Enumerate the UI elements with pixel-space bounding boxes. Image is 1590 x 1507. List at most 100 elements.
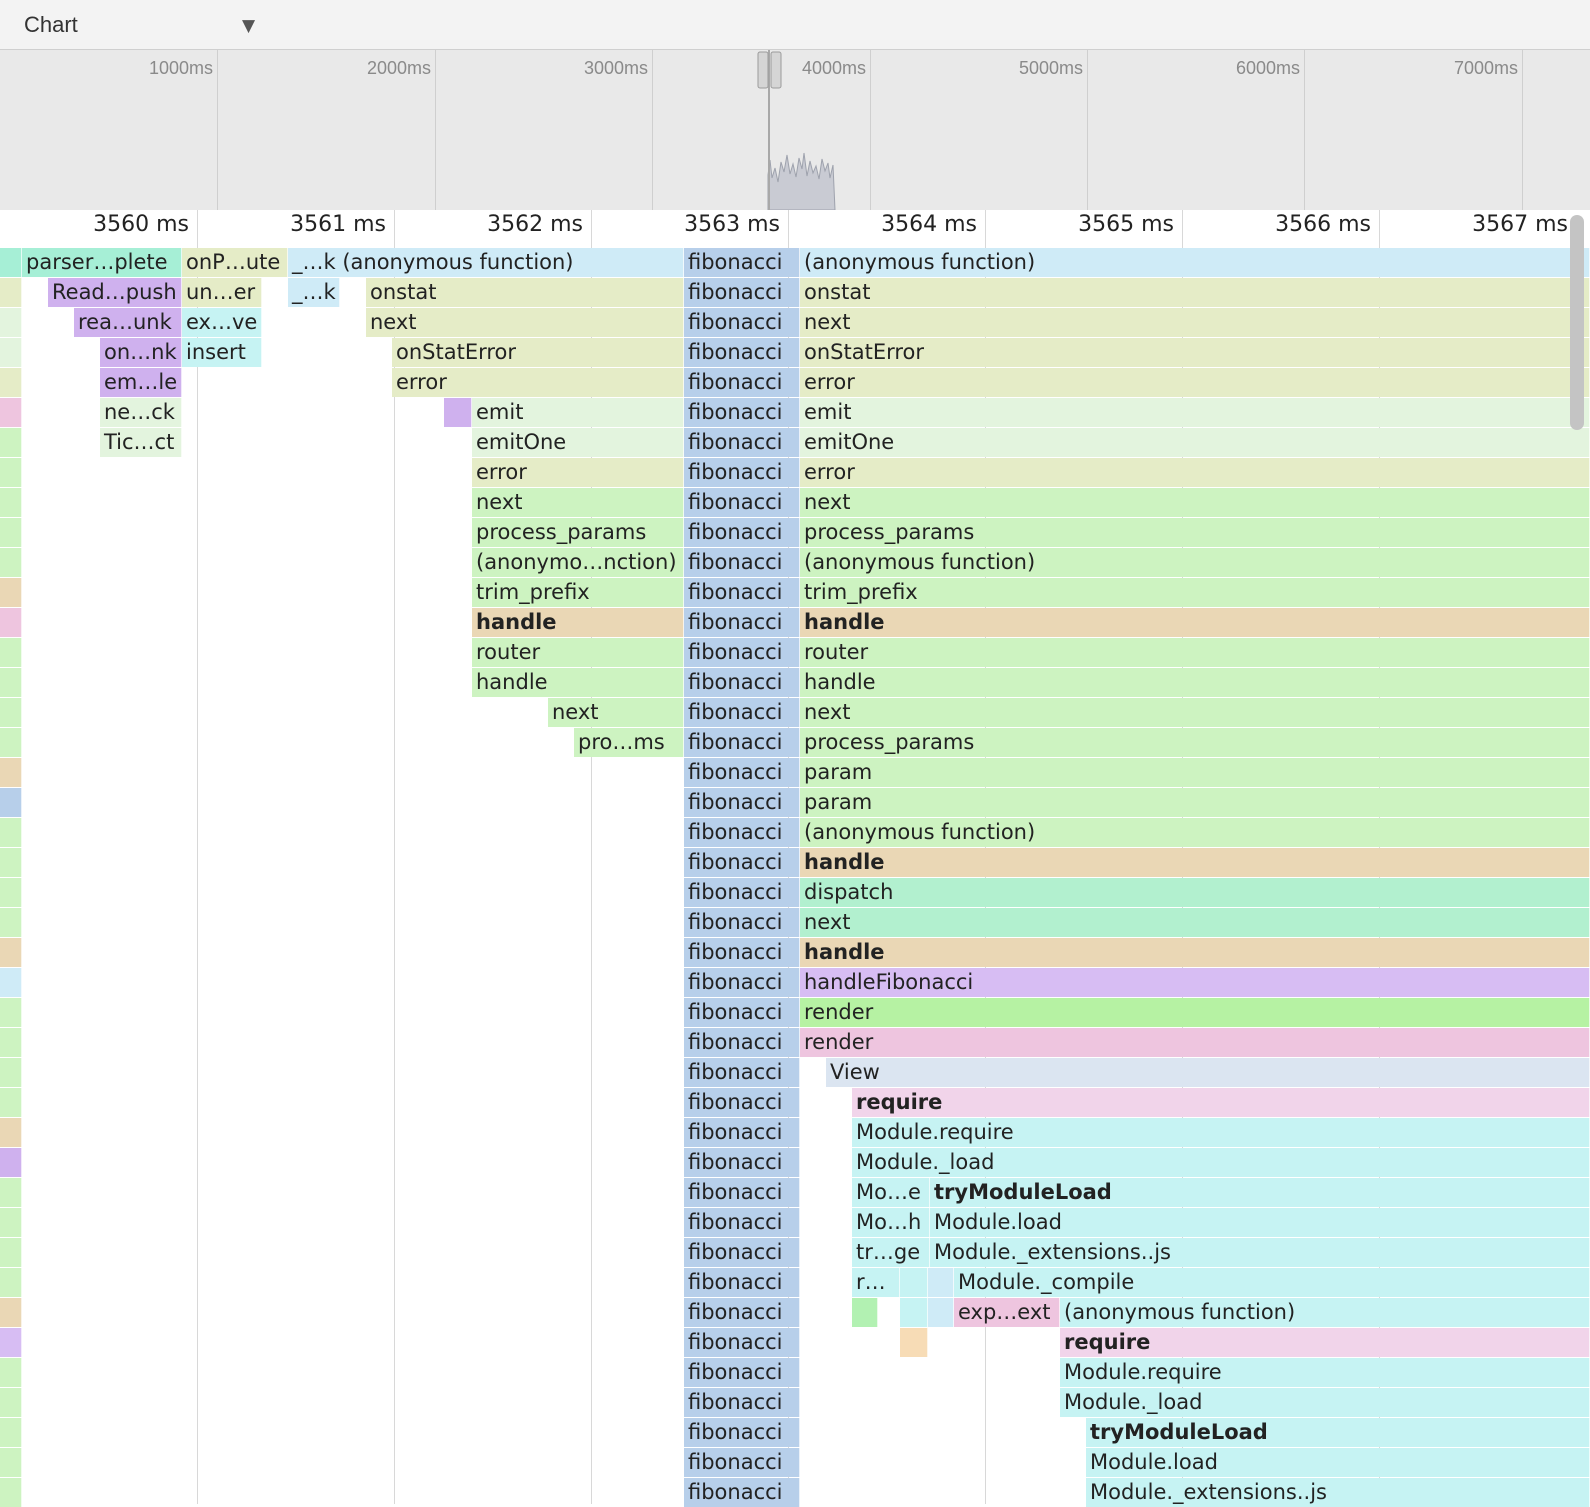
frame-module-require[interactable]: Module.require [852,1118,1590,1147]
frame-fibonacci[interactable]: fibonacci [684,938,800,967]
frame-block[interactable] [0,1178,22,1207]
frame-onstaterror[interactable]: onStatError [800,338,1590,367]
frame-block[interactable] [0,1358,22,1387]
frame-param[interactable]: param [800,788,1590,817]
frame-fibonacci[interactable]: fibonacci [684,878,800,907]
frame-block[interactable] [0,1478,22,1507]
frame-block[interactable] [0,1118,22,1147]
frame-fibonacci[interactable]: fibonacci [684,1358,800,1387]
frame-fibonacci[interactable]: fibonacci [684,578,800,607]
frame-block[interactable] [0,1268,22,1297]
frame-block[interactable] [0,1088,22,1117]
frame-block[interactable] [0,1418,22,1447]
frame-block[interactable] [900,1298,928,1327]
frame-mo-e[interactable]: Mo…e [852,1178,930,1207]
frame-block[interactable] [0,608,22,637]
frame-exp-ext[interactable]: exp…ext [954,1298,1060,1327]
frame-param[interactable]: param [800,758,1590,787]
frame-fibonacci[interactable]: fibonacci [684,1148,800,1177]
frame-fibonacci[interactable]: fibonacci [684,1208,800,1237]
frame-block[interactable] [0,848,22,877]
frame-fibonacci[interactable]: fibonacci [684,668,800,697]
frame-block[interactable] [0,1328,22,1357]
frame-block[interactable] [0,278,22,307]
frame-block[interactable] [0,518,22,547]
frame-next[interactable]: next [800,308,1590,337]
frame-emitone[interactable]: emitOne [800,428,1590,457]
frame-fibonacci[interactable]: fibonacci [684,548,800,577]
frame-fibonacci[interactable]: fibonacci [684,1058,800,1087]
frame-block[interactable] [0,1238,22,1267]
frame-block[interactable] [0,1448,22,1477]
frame-block[interactable] [0,758,22,787]
frame-fibonacci[interactable]: fibonacci [684,818,800,847]
frame-ne-ck[interactable]: ne…ck [100,398,182,427]
frame-fibonacci[interactable]: fibonacci [684,758,800,787]
frame-emit[interactable]: emit [472,398,684,427]
frame-error[interactable]: error [800,368,1590,397]
frame-module-extensions-js[interactable]: Module._extensions..js [1086,1478,1590,1507]
frame-block[interactable] [852,1298,878,1327]
frame-r[interactable]: r… [852,1268,900,1297]
frame-block[interactable] [0,998,22,1027]
frame-block[interactable] [900,1328,928,1357]
frame-anonymous-function[interactable]: (anonymous function) [800,548,1590,577]
frame-error[interactable]: error [392,368,684,397]
frame-fibonacci[interactable]: fibonacci [684,968,800,997]
frame-fibonacci[interactable]: fibonacci [684,428,800,457]
frame-module-load[interactable]: Module._load [1060,1388,1590,1417]
frame-block[interactable] [0,308,22,337]
selection-handle-left[interactable] [757,51,769,89]
frame-block[interactable] [0,1148,22,1177]
frame-fibonacci[interactable]: fibonacci [684,608,800,637]
frame-next[interactable]: next [366,308,684,337]
frame-fibonacci[interactable]: fibonacci [684,1328,800,1357]
selection-handle-right[interactable] [770,51,782,89]
frame-trymoduleload[interactable]: tryModuleLoad [1086,1418,1590,1447]
frame-router[interactable]: router [800,638,1590,667]
frame-block[interactable] [0,908,22,937]
frame-em-le[interactable]: em…le [100,368,182,397]
frame-onstat[interactable]: onstat [800,278,1590,307]
frame-render[interactable]: render [800,1028,1590,1057]
frame-fibonacci[interactable]: fibonacci [684,308,800,337]
frame-fibonacci[interactable]: fibonacci [684,998,800,1027]
frame-handle[interactable]: handle [800,848,1590,877]
frame-anonymous-function[interactable]: (anonymous function) [800,248,1590,277]
frame-handle[interactable]: handle [800,608,1590,637]
frame-anonymo-nction[interactable]: (anonymo…nction) [472,548,684,577]
frame-fibonacci[interactable]: fibonacci [684,1448,800,1477]
frame-trim-prefix[interactable]: trim_prefix [472,578,684,607]
frame-rea-unk[interactable]: rea…unk [74,308,182,337]
frame-next[interactable]: next [800,698,1590,727]
frame-un-er[interactable]: un…er [182,278,262,307]
frame-block[interactable] [0,1388,22,1417]
frame-block[interactable] [0,878,22,907]
frame-fibonacci[interactable]: fibonacci [684,1478,800,1507]
frame-trim-prefix[interactable]: trim_prefix [800,578,1590,607]
frame-handle[interactable]: handle [800,938,1590,967]
frame-read-push[interactable]: Read…push [48,278,182,307]
frame-block[interactable] [928,1298,954,1327]
frame-fibonacci[interactable]: fibonacci [684,518,800,547]
frame-block[interactable] [0,578,22,607]
frame-module-compile[interactable]: Module._compile [954,1268,1590,1297]
frame-fibonacci[interactable]: fibonacci [684,488,800,517]
frame-process-params[interactable]: process_params [800,518,1590,547]
frame-block[interactable] [0,428,22,457]
frame-block[interactable] [0,398,22,427]
frame-block[interactable] [0,668,22,697]
frame-block[interactable] [0,458,22,487]
frame-fibonacci[interactable]: fibonacci [684,398,800,427]
frame-module-extensions-js[interactable]: Module._extensions..js [930,1238,1590,1267]
frame-mo-h[interactable]: Mo…h [852,1208,930,1237]
frame-next[interactable]: next [800,488,1590,517]
frame-block[interactable] [444,398,472,427]
frame-fibonacci[interactable]: fibonacci [684,698,800,727]
frame-module-load[interactable]: Module.load [930,1208,1590,1237]
frame-fibonacci[interactable]: fibonacci [684,908,800,937]
frame-handlefibonacci[interactable]: handleFibonacci [800,968,1590,997]
frame-fibonacci[interactable]: fibonacci [684,1088,800,1117]
frame-fibonacci[interactable]: fibonacci [684,278,800,307]
frame-block[interactable] [0,338,22,367]
